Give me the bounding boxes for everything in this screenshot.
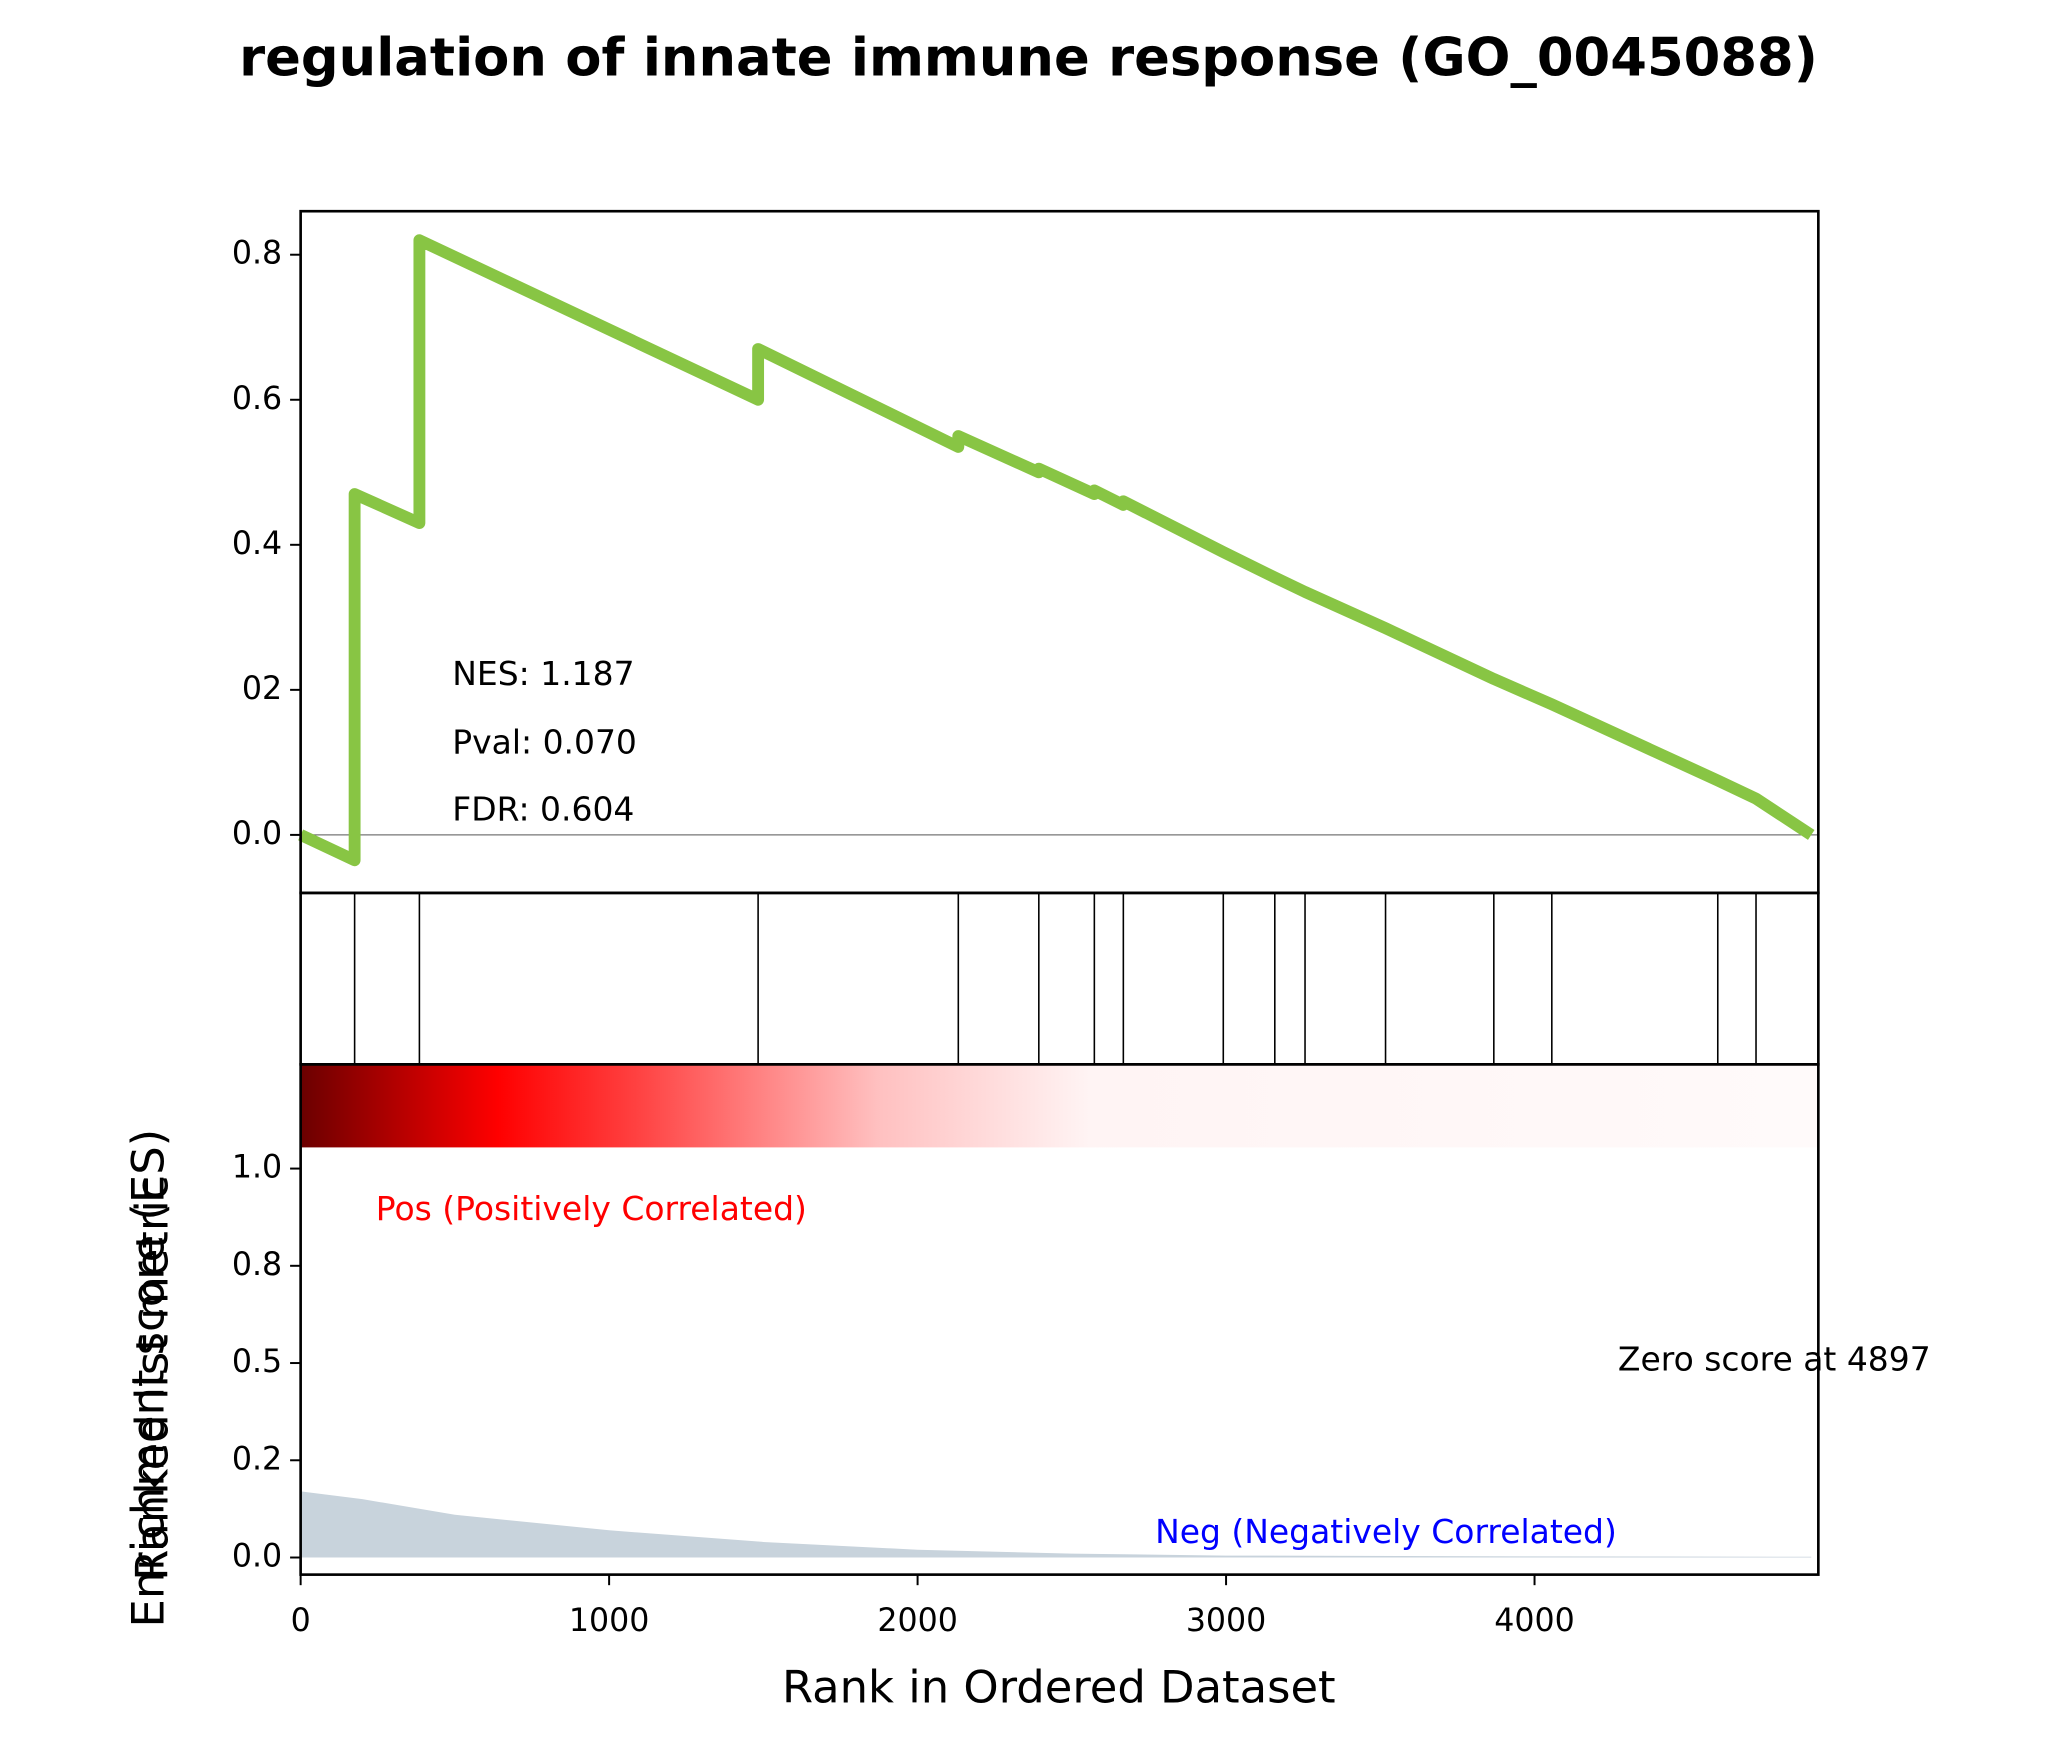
x-tick-label: 0 <box>291 1603 311 1639</box>
x-tick-label: 2000 <box>877 1603 957 1639</box>
y-axis-label: Enrichment score (ES) <box>122 1129 175 1628</box>
x-tick-label: 1000 <box>569 1603 649 1639</box>
y-tick-label: 0.8 <box>232 1247 282 1283</box>
x-axis-label: Rank in Ordered Dataset <box>782 1661 1336 1714</box>
es-line <box>298 234 1815 867</box>
annotation: Zero score at 4897 <box>1618 1340 1931 1379</box>
y-tick-label: 0.0 <box>232 816 282 852</box>
x-tick-label: 4000 <box>1494 1603 1574 1639</box>
annotation: Pval: 0.070 <box>452 722 637 761</box>
y-axis-label: Ranked list metric <box>126 1176 179 1581</box>
chart-title: regulation of innate immune response (GO… <box>239 28 1818 89</box>
y-tick-label: 1.0 <box>232 1150 282 1186</box>
y-tick-label: 0.5 <box>232 1344 282 1380</box>
y-tick-label: 02 <box>242 671 282 707</box>
y-tick-label: 0.4 <box>232 526 282 562</box>
annotation: Pos (Positively Correlated) <box>376 1189 807 1228</box>
annotation: FDR: 0.604 <box>452 790 634 829</box>
y-tick-label: 0.6 <box>232 381 282 417</box>
color-bar <box>300 1064 1819 1148</box>
annotation: NES: 1.187 <box>452 654 634 693</box>
y-tick-label: 0.8 <box>232 236 282 272</box>
axes-frame <box>299 891 1820 1066</box>
y-tick-label: 0.0 <box>232 1539 282 1575</box>
axes-frame <box>299 1063 1820 1576</box>
x-tick-label: 3000 <box>1186 1603 1266 1639</box>
metric-area <box>300 1491 1812 1558</box>
y-tick-label: 0.2 <box>232 1441 282 1477</box>
annotation: Neg (Negatively Correlated) <box>1155 1512 1617 1551</box>
